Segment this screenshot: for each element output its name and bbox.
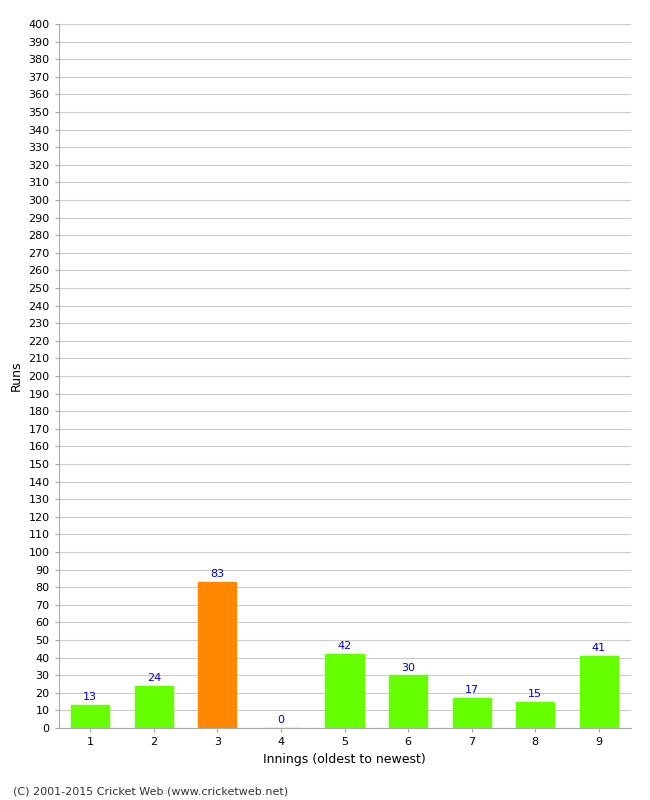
Text: 13: 13 [83, 693, 98, 702]
Bar [326, 654, 363, 728]
Bar [135, 686, 173, 728]
Text: 17: 17 [465, 686, 478, 695]
Text: 30: 30 [401, 662, 415, 673]
Text: 24: 24 [147, 673, 161, 683]
Bar [72, 705, 109, 728]
Bar [516, 702, 554, 728]
Bar [452, 698, 491, 728]
Text: 42: 42 [337, 642, 352, 651]
Text: 0: 0 [278, 715, 285, 726]
Text: (C) 2001-2015 Cricket Web (www.cricketweb.net): (C) 2001-2015 Cricket Web (www.cricketwe… [13, 786, 288, 796]
Bar [389, 675, 427, 728]
Bar [580, 656, 617, 728]
Bar [198, 582, 237, 728]
X-axis label: Innings (oldest to newest): Innings (oldest to newest) [263, 753, 426, 766]
Text: 15: 15 [528, 689, 542, 699]
Y-axis label: Runs: Runs [10, 361, 23, 391]
Text: 83: 83 [211, 570, 224, 579]
Text: 41: 41 [592, 643, 606, 653]
